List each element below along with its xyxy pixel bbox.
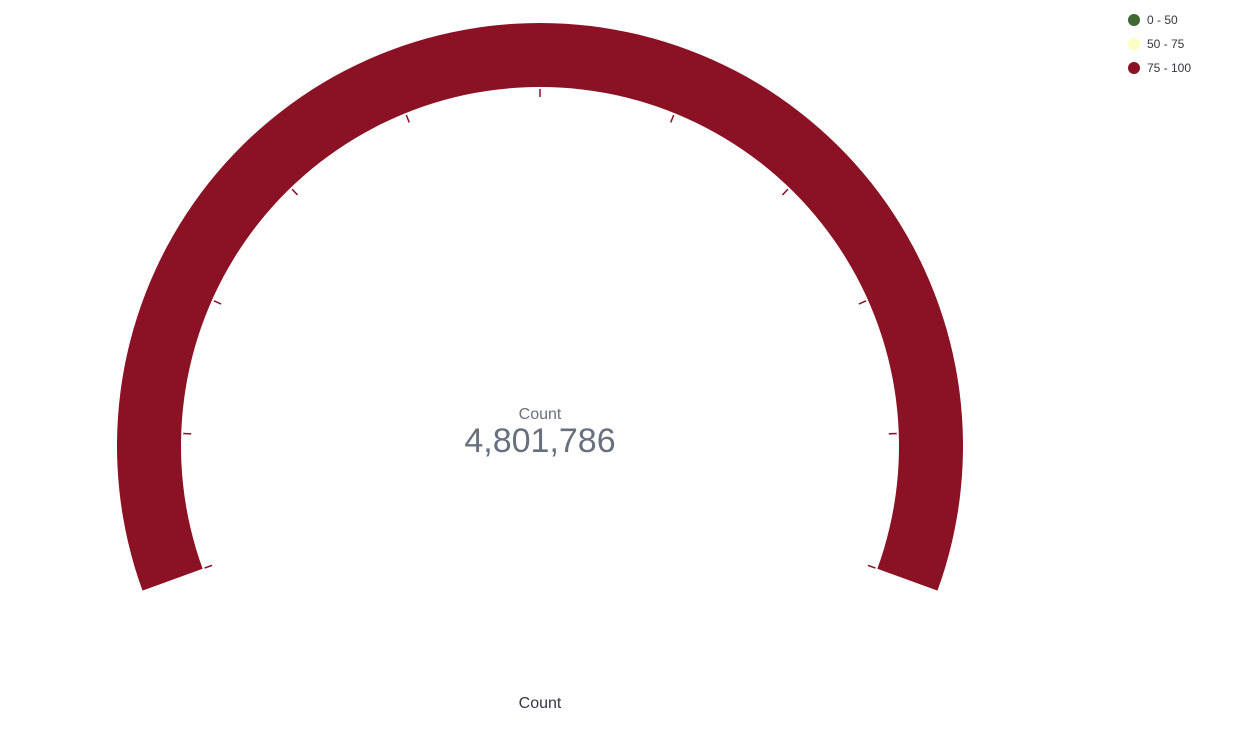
gauge-tick	[670, 114, 675, 123]
gauge-metric-label: Count	[518, 406, 562, 423]
gauge-tick	[867, 564, 876, 569]
gauge-tick	[213, 300, 222, 305]
legend-label: 0 - 50	[1147, 13, 1178, 27]
gauge-chart	[116, 22, 963, 591]
gauge-arc	[116, 22, 963, 591]
gauge-tick	[405, 114, 410, 123]
legend: 0 - 50 50 - 75 75 - 100	[1128, 8, 1191, 80]
gauge-metric-value: 4,801,786	[464, 422, 616, 460]
legend-swatch-icon	[1128, 62, 1140, 74]
gauge-tick	[291, 188, 299, 196]
legend-swatch-icon	[1128, 38, 1140, 50]
gauge-tick	[781, 188, 789, 196]
gauge-axis-label: Count	[518, 695, 562, 712]
legend-label: 50 - 75	[1147, 37, 1185, 51]
legend-item-75-100[interactable]: 75 - 100	[1128, 56, 1191, 80]
gauge-tick	[204, 564, 213, 569]
legend-item-50-75[interactable]: 50 - 75	[1128, 32, 1191, 56]
gauge-tick	[858, 300, 867, 305]
legend-item-0-50[interactable]: 0 - 50	[1128, 8, 1191, 32]
legend-label: 75 - 100	[1147, 61, 1192, 75]
legend-swatch-icon	[1128, 14, 1140, 26]
